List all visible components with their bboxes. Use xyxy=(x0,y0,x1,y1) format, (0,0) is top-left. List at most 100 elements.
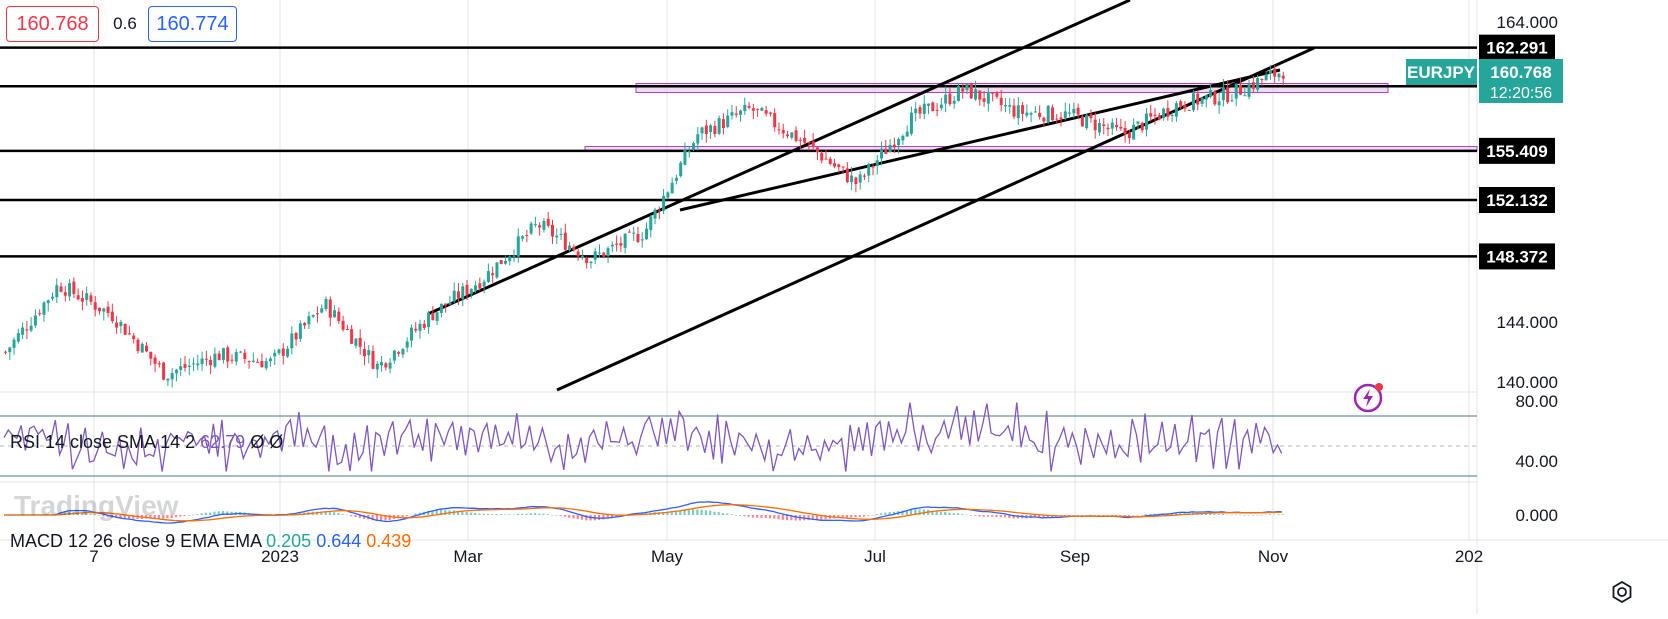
candle-body xyxy=(123,323,127,335)
candle-body xyxy=(192,363,196,365)
macd-histogram-bar xyxy=(1132,515,1135,516)
rsi-line xyxy=(3,402,1283,472)
macd-histogram-bar xyxy=(1264,514,1267,516)
ask-price-box[interactable]: 160.774 xyxy=(148,6,237,42)
gear-icon[interactable] xyxy=(1608,578,1636,606)
candle-body xyxy=(405,341,409,348)
candle-body xyxy=(1046,105,1050,123)
candle-body xyxy=(1055,118,1059,120)
candle-body xyxy=(1115,124,1119,128)
candle-body xyxy=(909,112,913,134)
candle-body xyxy=(674,177,678,181)
candle-body xyxy=(529,223,533,234)
macd-histogram-bar xyxy=(700,509,703,515)
candle-body xyxy=(1144,113,1148,130)
candle-body xyxy=(542,220,546,230)
macd-histogram-bar xyxy=(170,515,173,518)
candle-body xyxy=(525,235,529,237)
macd-histogram-bar xyxy=(884,512,887,515)
candle-body xyxy=(239,351,243,353)
candle-body xyxy=(798,139,802,141)
macd-histogram-bar xyxy=(674,511,678,515)
macd-histogram-bar xyxy=(1072,514,1075,516)
macd-histogram-bar xyxy=(1226,514,1229,516)
macd-histogram-bar xyxy=(1093,514,1096,516)
candle-body xyxy=(166,378,170,381)
candle-body xyxy=(1119,126,1123,129)
macd-histogram-bar xyxy=(145,515,148,519)
macd-histogram-bar xyxy=(811,515,814,521)
symbol-name: EURJPY xyxy=(1407,63,1476,82)
macd-signal-line xyxy=(4,504,1282,522)
macd-histogram-bar xyxy=(538,513,541,515)
macd-histogram-bar xyxy=(875,514,878,515)
macd-histogram-bar xyxy=(961,514,964,515)
candle-body xyxy=(140,343,144,353)
candle-body xyxy=(918,107,922,114)
macd-histogram-bar xyxy=(730,514,733,515)
flash-icon[interactable] xyxy=(1352,380,1386,414)
candle-body xyxy=(264,361,268,369)
candle-body xyxy=(888,144,892,152)
macd-histogram-bar xyxy=(824,515,827,520)
macd-histogram-bar xyxy=(1204,513,1208,515)
macd-histogram-bar xyxy=(1243,515,1246,516)
macd-histogram-bar xyxy=(1247,514,1250,516)
bid-price-box[interactable]: 160.768 xyxy=(6,6,99,42)
candle-body xyxy=(375,363,379,370)
candle-body xyxy=(42,302,46,315)
macd-signal-value: 0.439 xyxy=(366,531,412,551)
candle-body xyxy=(1200,97,1204,104)
macd-histogram-bar xyxy=(221,511,225,515)
macd-histogram-bar xyxy=(974,515,977,516)
time-axis-label: Nov xyxy=(1258,547,1289,566)
spread-text: 0.6 xyxy=(113,14,137,33)
candle-body xyxy=(914,108,918,114)
macd-histogram-bar xyxy=(820,515,823,520)
candle-body xyxy=(683,149,687,165)
macd-histogram-bar xyxy=(841,515,844,518)
macd-histogram-bar xyxy=(1063,515,1066,516)
macd-histogram-bar xyxy=(871,514,874,516)
candle-body xyxy=(1132,124,1136,140)
candle-body xyxy=(486,271,490,283)
macd-histogram-bar xyxy=(1273,514,1276,516)
candle-body xyxy=(1072,108,1076,114)
macd-histogram-bar xyxy=(85,513,88,515)
candle-body xyxy=(320,308,324,313)
macd-legend[interactable]: MACD 12 26 close 9 EMA EMA 0.205 0.644 0… xyxy=(10,531,411,552)
candle-body xyxy=(29,325,33,331)
candle-body xyxy=(115,322,119,328)
candle-body xyxy=(260,361,264,368)
macd-histogram-bar xyxy=(1089,514,1092,516)
macd-histogram-bar xyxy=(914,509,917,515)
macd-histogram-bar xyxy=(405,515,408,516)
candle-body xyxy=(709,125,713,133)
time-axis-label: May xyxy=(651,547,684,566)
candle-body xyxy=(427,312,431,328)
candle-body xyxy=(110,311,114,322)
candle-body xyxy=(315,313,319,315)
candle-body xyxy=(512,255,516,257)
candle-body xyxy=(354,338,358,346)
macd-histogram-bar xyxy=(486,513,490,515)
macd-histogram-bar xyxy=(183,515,186,516)
candle-body xyxy=(469,288,473,295)
candle-body xyxy=(341,320,345,330)
macd-histogram-bar xyxy=(1277,514,1280,515)
macd-histogram-bar xyxy=(815,515,819,520)
candle-body xyxy=(837,164,841,168)
candle-body xyxy=(418,323,422,331)
candle-body xyxy=(978,90,982,100)
macd-histogram-bar xyxy=(1281,514,1284,515)
macd-histogram-bar xyxy=(217,511,220,515)
macd-histogram-bar xyxy=(585,515,588,521)
candle-body xyxy=(1183,105,1187,109)
candle-body xyxy=(875,160,879,167)
macd-histogram-bar xyxy=(1038,515,1041,518)
time-axis-label: 2023 xyxy=(261,547,299,566)
rsi-legend[interactable]: RSI 14 close SMA 14 2 62.79 Ø Ø xyxy=(10,432,283,453)
level-price-tag xyxy=(1479,243,1555,270)
